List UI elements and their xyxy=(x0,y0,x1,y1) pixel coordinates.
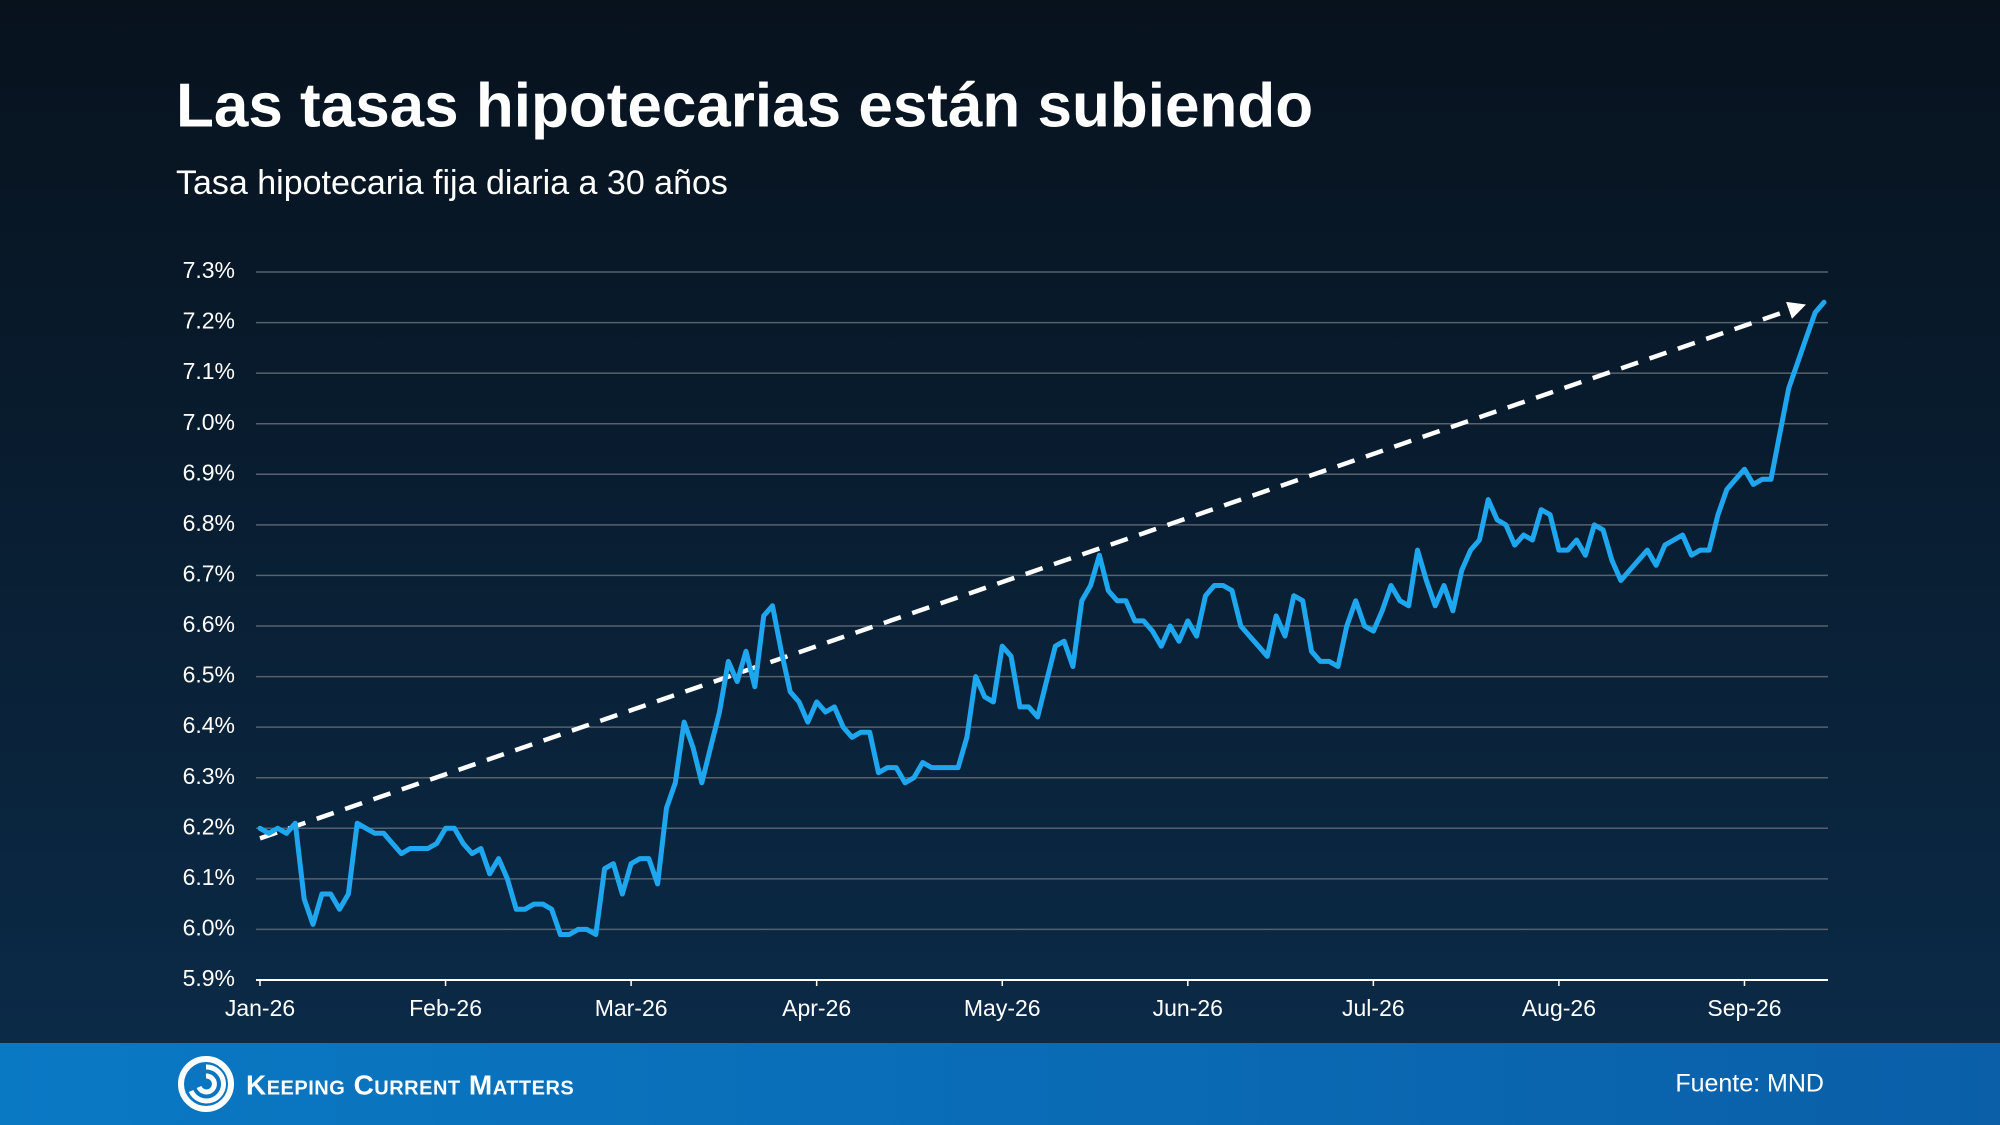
brand-name: Keeping Current Matters xyxy=(246,1069,574,1100)
rate-line xyxy=(257,299,1827,937)
y-tick-label: 6.7% xyxy=(183,561,235,587)
chart-subtitle: Tasa hipotecaria fija diaria a 30 años xyxy=(176,164,728,202)
x-tick-label: May-26 xyxy=(964,995,1041,1021)
y-tick-label: 6.8% xyxy=(183,510,235,536)
x-tick-label: Jun-26 xyxy=(1153,995,1223,1021)
y-tick-label: 7.0% xyxy=(183,409,235,435)
y-tick-label: 6.2% xyxy=(183,813,235,839)
trend-arrow xyxy=(259,301,1806,841)
y-tick-label: 6.0% xyxy=(183,915,235,941)
brand-logo xyxy=(178,1056,234,1112)
y-tick-label: 6.4% xyxy=(183,712,235,738)
y-tick-label: 6.3% xyxy=(183,763,235,789)
y-tick-label: 6.5% xyxy=(183,662,235,688)
source-note: Fuente: MND xyxy=(1675,1070,1824,1098)
x-tick-label: Jul-26 xyxy=(1342,995,1405,1021)
y-tick-label: 6.6% xyxy=(183,611,235,637)
footer-band xyxy=(0,1043,2000,1125)
x-tick-label: Mar-26 xyxy=(595,995,668,1021)
y-tick-label: 7.1% xyxy=(183,358,235,384)
x-tick-label: Sep-26 xyxy=(1707,995,1781,1021)
y-tick-label: 7.2% xyxy=(183,308,235,334)
y-tick-label: 5.9% xyxy=(183,965,235,991)
x-tick-label: Apr-26 xyxy=(782,995,851,1021)
y-tick-label: 6.1% xyxy=(183,864,235,890)
y-tick-label: 7.3% xyxy=(183,257,235,283)
chart-title: Las tasas hipotecarias están subiendo xyxy=(176,71,1313,140)
x-tick-label: Feb-26 xyxy=(409,995,482,1021)
x-tick-label: Jan-26 xyxy=(225,995,295,1021)
x-tick-label: Aug-26 xyxy=(1522,995,1596,1021)
background xyxy=(0,0,2000,1043)
y-tick-label: 6.9% xyxy=(183,459,235,485)
